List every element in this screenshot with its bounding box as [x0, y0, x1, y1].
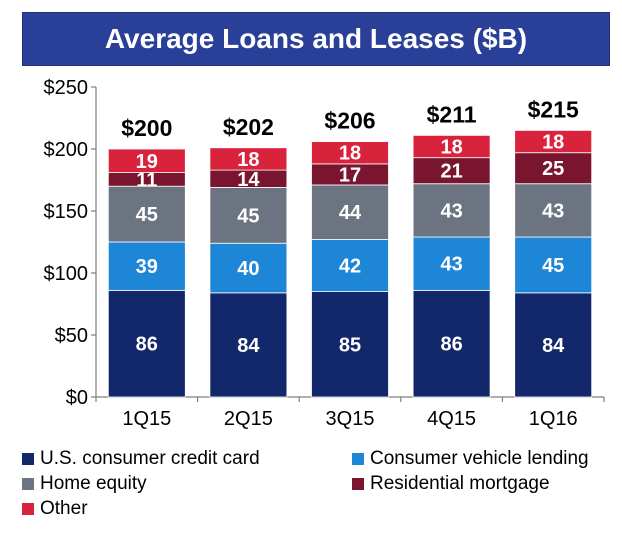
- x-tick-label: 4Q15: [427, 408, 476, 430]
- x-tick-label: 3Q15: [326, 408, 375, 430]
- chart-title: Average Loans and Leases ($B): [104, 23, 528, 54]
- legend-swatch: [22, 478, 34, 490]
- x-tick-label: 1Q16: [529, 408, 578, 430]
- bar-value-label: 40: [237, 258, 259, 280]
- bar-value-label: 11: [136, 169, 157, 191]
- legend-label: Consumer vehicle lending: [370, 448, 589, 469]
- bar-segment: [514, 292, 593, 398]
- legend-label: Home equity: [40, 473, 147, 494]
- bar-value-label: 18: [440, 137, 462, 159]
- bar-segment: [311, 239, 389, 293]
- y-tick-label: $250: [44, 77, 89, 99]
- bar-value-label: 19: [136, 151, 158, 173]
- y-tick-label: $100: [44, 263, 89, 285]
- x-tick-label: 1Q15: [122, 408, 171, 430]
- bar-segment: [412, 183, 491, 238]
- bar-value-label: 18: [237, 149, 259, 171]
- bar-segment: [209, 292, 288, 398]
- bar-total-label: $215: [528, 96, 579, 122]
- bar-value-label: 84: [237, 335, 260, 357]
- chart-title-bar: Average Loans and Leases ($B): [22, 12, 610, 66]
- legend-swatch: [352, 478, 364, 490]
- legend-swatch: [22, 503, 34, 515]
- bar-segment: [209, 147, 288, 171]
- bar-segment: [107, 185, 186, 243]
- legend-item: Residential mortgage: [352, 472, 550, 496]
- bar-segment: [412, 157, 491, 185]
- bar-value-label: 25: [542, 158, 564, 180]
- bar-segment: [209, 187, 288, 244]
- legend-swatch: [22, 453, 34, 465]
- legend-label: U.S. consumer credit card: [40, 448, 260, 469]
- bar-segment: [107, 148, 186, 173]
- bar-total-label: $206: [324, 108, 375, 134]
- y-tick-label: $200: [44, 139, 89, 161]
- bar-value-label: 45: [237, 205, 259, 227]
- bar-value-label: 42: [339, 256, 361, 278]
- bar-segment: [514, 152, 593, 185]
- bar-value-label: 44: [339, 202, 362, 224]
- legend-item: Consumer vehicle lending: [352, 447, 589, 471]
- x-tick-label: 2Q15: [224, 408, 273, 430]
- legend-item: Other: [22, 497, 88, 521]
- legend-label: Residential mortgage: [370, 473, 550, 494]
- bar-segment: [514, 236, 593, 294]
- bar-value-label: 14: [237, 169, 260, 191]
- bar-total-label: $200: [121, 115, 172, 141]
- bar-segment: [412, 236, 491, 291]
- bar-value-label: 86: [440, 334, 462, 356]
- bar-segment: [107, 289, 186, 398]
- bar-value-label: 18: [339, 143, 361, 165]
- bar-value-label: 17: [339, 164, 361, 186]
- chart-legend: U.S. consumer credit card Consumer vehicl…: [22, 447, 612, 527]
- bar-segment: [514, 129, 593, 154]
- bar-value-label: 39: [136, 256, 158, 278]
- chart-area: $0 $50 $100 $150 $200 $250 86 39 45 11 19 $200 1Q15 8…: [0, 66, 622, 446]
- legend-item: Home equity: [22, 472, 147, 496]
- bar-value-label: 84: [542, 335, 565, 357]
- bar-segment: [311, 184, 389, 240]
- y-tick-label: $150: [44, 201, 89, 223]
- y-tick-label: $0: [66, 387, 88, 409]
- bar-value-label: 45: [136, 204, 158, 226]
- legend-label: Other: [40, 498, 88, 519]
- bar-segment: [311, 291, 389, 398]
- bar-segment: [311, 141, 389, 165]
- legend-swatch: [352, 453, 364, 465]
- bar-segment: [107, 241, 186, 291]
- bar-value-label: 86: [136, 334, 158, 356]
- y-tick-label: $50: [55, 325, 88, 347]
- bar-segment: [412, 134, 491, 159]
- bar-total-label: $202: [223, 114, 274, 140]
- bar-value-label: 43: [542, 200, 564, 222]
- bar-total-label: $211: [427, 101, 477, 127]
- bar-segment: [412, 289, 491, 398]
- bar-value-label: 21: [440, 161, 462, 183]
- bar-value-label: 43: [440, 254, 462, 276]
- legend-item: U.S. consumer credit card: [22, 447, 260, 471]
- bar-value-label: 43: [440, 200, 462, 222]
- bar-segment: [209, 242, 288, 294]
- bar-value-label: 18: [542, 132, 564, 154]
- bar-segment: [514, 183, 593, 238]
- bar-value-label: 45: [542, 255, 564, 277]
- bar-value-label: 85: [339, 334, 361, 356]
